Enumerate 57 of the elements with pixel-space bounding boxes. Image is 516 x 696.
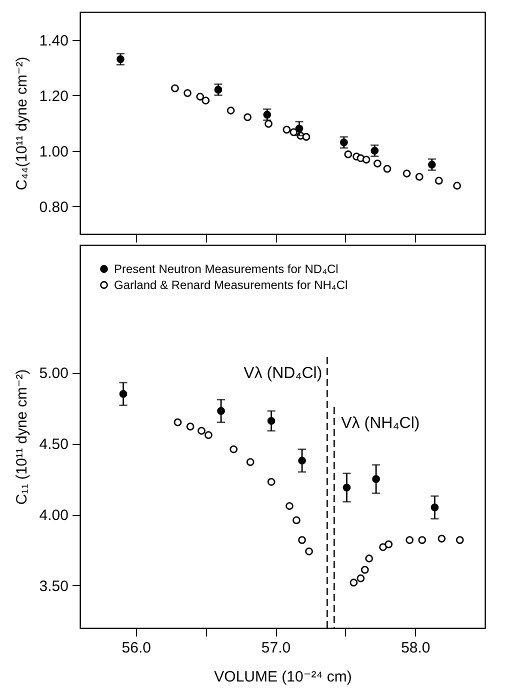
point [226,106,235,114]
point [204,431,212,440]
y-tick-label: 0.80 [39,198,68,216]
x-tick-label: 57.0 [261,640,291,656]
x-tick-label: 56.0 [122,640,151,656]
y-axis-title: C₁₁ (10¹¹ dyne cm⁻²) [13,369,30,505]
point [453,182,462,190]
y-tick-label: 1.20 [39,88,68,105]
point [456,536,464,544]
point [418,536,426,544]
point [350,578,358,587]
point [302,132,310,141]
point [438,534,446,543]
point [202,96,210,104]
point [171,84,179,92]
point [415,172,424,181]
point [298,536,306,544]
legend-label: Garland & Renard Measurements for NH₄Cl [114,278,348,292]
point [267,478,276,486]
point [384,540,393,548]
point [434,176,443,185]
point [282,126,291,134]
y-tick-label: 1.40 [39,32,68,50]
point [198,426,206,435]
point [365,554,374,562]
point [230,445,238,454]
y-tick-label: 5.00 [39,365,68,382]
y-tick-label: 4.50 [39,436,68,454]
point [174,418,182,426]
point [196,92,204,101]
ref-line-label: Vλ (ND₄Cl) [244,365,322,382]
point [362,156,370,164]
point [360,566,369,574]
x-tick-label: 58.0 [401,640,430,656]
point [244,113,252,122]
y-axis-title: C₄₄(10¹¹ dyne cm⁻²) [13,56,30,190]
point [305,547,313,556]
point [379,543,387,552]
y-tick-label: 3.50 [39,578,68,595]
x-axis-title: VOLUME (10⁻²⁴ cm) [214,668,352,686]
point [292,516,300,524]
point [344,150,352,158]
point [374,160,382,168]
ref-line-label: Vλ (NH₄Cl) [341,415,420,432]
point [246,458,254,466]
point [383,164,392,173]
point [184,89,192,97]
point [264,120,272,128]
y-tick-label: 4.00 [39,507,68,524]
point [356,574,365,582]
point [290,128,298,136]
legend-label: Present Neutron Measurements for ND₄Cl [114,262,338,276]
point [186,422,194,431]
point [286,502,294,510]
point [406,536,414,544]
point [402,170,411,178]
y-tick-label: 1.00 [39,143,68,160]
